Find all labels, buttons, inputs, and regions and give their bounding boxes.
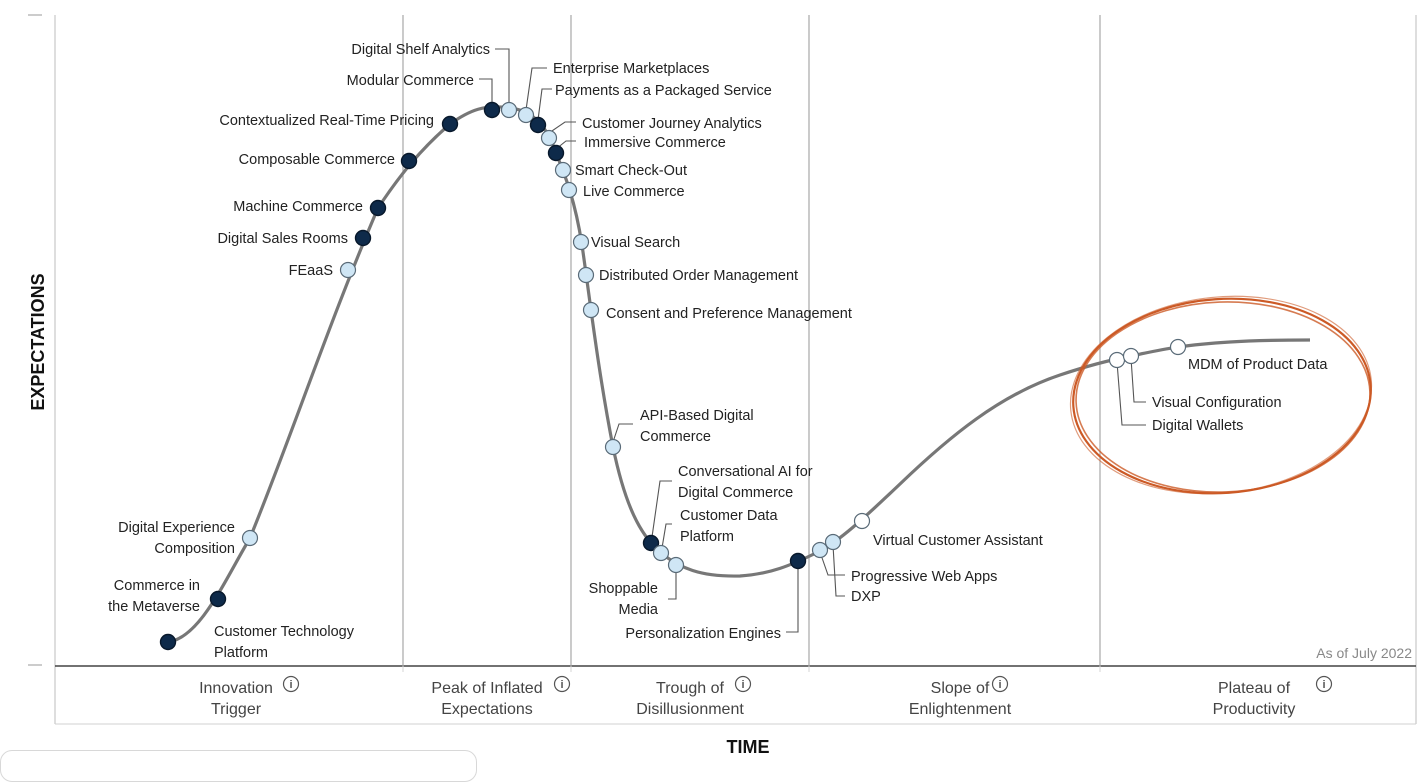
label-virtual-customer-assistant: Virtual Customer Assistant [873,533,1043,549]
point-shoppable-media[interactable] [667,556,685,574]
info-icon[interactable]: i [734,675,752,693]
label-feaas: FEaaS [289,263,333,279]
point-distributed-order-management[interactable] [577,266,595,284]
label-visual-search: Visual Search [591,235,680,251]
point-customer-technology-platform[interactable] [159,633,177,651]
label-customer-journey-analytics: Customer Journey Analytics [582,116,762,132]
label-modular-commerce: Modular Commerce [347,73,474,89]
phase-label-plateau-of-productivity: Plateau of Productivity [1213,680,1296,718]
label-contextualized-real-time-pricing: Contextualized Real-Time Pricing [219,113,434,129]
y-axis-title: EXPECTATIONS [28,273,48,410]
point-progressive-web-apps[interactable] [811,541,829,559]
label-mdm-of-product-data: MDM of Product Data [1188,357,1328,373]
label-distributed-order-management: Distributed Order Management [599,268,798,284]
point-digital-sales-rooms[interactable] [354,229,372,247]
label-visual-configuration: Visual Configuration [1152,395,1282,411]
label-digital-shelf-analytics: Digital Shelf Analytics [351,42,490,58]
label-live-commerce: Live Commerce [583,184,685,200]
phase-label-peak-of-inflated-expectations: Peak of Inflated Expectations [431,680,542,718]
highlight-ellipse [1069,295,1373,495]
phase-label-slope-of-enlightenment: Slope of Enlightenment [909,680,1012,718]
label-machine-commerce: Machine Commerce [233,199,363,215]
label-payments-as-a-packaged-service: Payments as a Packaged Service [555,83,772,99]
label-customer-data-platform: Customer Data Platform [680,508,778,545]
label-digital-sales-rooms: Digital Sales Rooms [217,231,348,247]
point-personalization-engines[interactable] [789,552,807,570]
label-conversational-ai-for-digital-commerce: Conversational AI for Digital Commerce [678,464,813,501]
leader-lines [479,48,1146,633]
x-axis-title: TIME [727,737,770,757]
svg-text:i: i [560,679,563,691]
label-immersive-commerce: Immersive Commerce [584,135,726,151]
label-progressive-web-apps: Progressive Web Apps [851,569,997,585]
point-commerce-in-the-metaverse[interactable] [209,590,227,608]
point-feaas[interactable] [339,261,357,279]
point-visual-search[interactable] [572,233,590,251]
point-smart-check-out[interactable] [554,161,572,179]
info-icon[interactable]: i [553,675,571,693]
phase-label-innovation-trigger: Innovation Trigger [199,680,273,718]
label-dxp: DXP [851,589,881,605]
point-digital-experience-composition[interactable] [241,529,259,547]
label-smart-check-out: Smart Check-Out [575,163,687,179]
svg-text:i: i [1322,679,1325,691]
point-digital-wallets[interactable] [1108,351,1126,369]
point-consent-and-preference-management[interactable] [582,301,600,319]
point-live-commerce[interactable] [560,181,578,199]
info-icon[interactable]: i [991,675,1009,693]
point-customer-journey-analytics[interactable] [540,129,558,147]
point-conversational-ai-for-digital-commerce[interactable] [642,534,660,552]
point-visual-configuration[interactable] [1122,347,1140,365]
labels-layer: Customer Technology Platform Commerce in th… [108,42,1328,661]
point-immersive-commerce[interactable] [547,144,565,162]
point-modular-commerce[interactable] [483,101,501,119]
points-layer [159,101,1187,651]
label-consent-and-preference-management: Consent and Preference Management [606,306,852,322]
point-api-based-digital-commerce[interactable] [604,438,622,456]
info-icon[interactable]: i [282,675,300,693]
as-of-date: As of July 2022 [1316,645,1412,661]
point-virtual-customer-assistant[interactable] [853,512,871,530]
label-digital-wallets: Digital Wallets [1152,418,1243,434]
label-composable-commerce: Composable Commerce [239,152,395,168]
phases-layer: Innovation Trigger i Peak of Inflated Expect… [199,675,1333,718]
point-composable-commerce[interactable] [400,152,418,170]
label-api-based-digital-commerce: API-Based Digital Commerce [640,408,754,445]
info-icon[interactable]: i [1315,675,1333,693]
point-mdm-of-product-data[interactable] [1169,338,1187,356]
label-enterprise-marketplaces: Enterprise Marketplaces [553,61,709,77]
label-customer-technology-platform: Customer Technology Platform [214,624,355,661]
hype-curve [167,105,1311,644]
label-personalization-engines: Personalization Engines [625,626,781,642]
point-machine-commerce[interactable] [369,199,387,217]
point-contextualized-real-time-pricing[interactable] [441,115,459,133]
plot-frame [28,14,1417,725]
label-commerce-in-the-metaverse: Commerce in the Metaverse [108,578,200,615]
svg-text:i: i [998,679,1001,691]
label-digital-experience-composition: Digital Experience Composition [118,520,235,557]
point-payments-as-a-packaged-service[interactable] [529,116,547,134]
svg-text:i: i [289,679,292,691]
phase-label-trough-of-disillusionment: Trough of Disillusionment [636,680,744,718]
label-shoppable-media: Shoppable Media [589,581,659,618]
point-enterprise-marketplaces[interactable] [517,106,535,124]
svg-text:i: i [741,679,744,691]
point-customer-data-platform[interactable] [652,544,670,562]
bottom-card [0,750,477,782]
point-dxp[interactable] [824,533,842,551]
point-digital-shelf-analytics[interactable] [500,101,518,119]
